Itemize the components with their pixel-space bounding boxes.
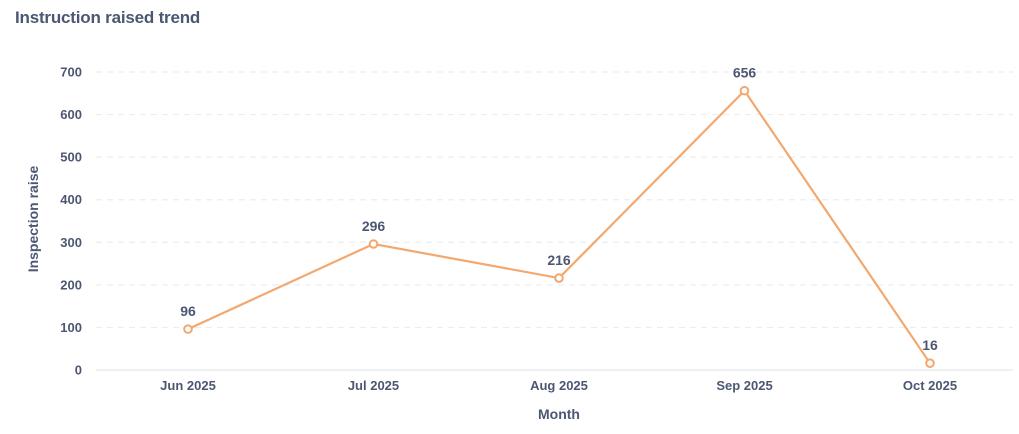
y-tick-label: 300 xyxy=(60,235,82,250)
y-tick-label: 400 xyxy=(60,192,82,207)
chart-title: Instruction raised trend xyxy=(15,8,201,27)
y-axis-title: Inspection raise xyxy=(25,165,41,272)
y-tick-label: 100 xyxy=(60,320,82,335)
data-point[interactable] xyxy=(183,324,193,334)
data-labels: 96 296 216 656 16 xyxy=(180,65,938,353)
data-point[interactable] xyxy=(368,239,379,249)
y-tick-label: 500 xyxy=(60,150,82,165)
x-tick-label: Jun 2025 xyxy=(160,378,216,393)
data-label: 96 xyxy=(180,303,196,319)
data-point[interactable] xyxy=(739,85,750,96)
data-label: 296 xyxy=(362,218,386,234)
y-tick-label: 600 xyxy=(60,107,82,122)
x-tick-label: Oct 2025 xyxy=(903,378,957,393)
y-tick-label: 0 xyxy=(75,363,82,378)
y-tick-label: 200 xyxy=(60,277,82,292)
data-label: 216 xyxy=(547,252,571,268)
x-axis-title: Month xyxy=(538,406,580,422)
data-point[interactable] xyxy=(925,358,935,368)
series xyxy=(183,85,935,368)
x-tick-label: Jul 2025 xyxy=(348,378,399,393)
x-tick-label: Aug 2025 xyxy=(530,378,588,393)
x-tick-label: Sep 2025 xyxy=(716,378,772,393)
series-line xyxy=(186,89,932,365)
axes: 0 100 200 300 400 500 600 700 Jun 2025 Jul 2025 Au… xyxy=(25,65,1013,422)
data-label: 16 xyxy=(922,337,938,353)
data-point[interactable] xyxy=(554,273,564,283)
gridlines xyxy=(96,71,1013,329)
y-tick-label: 700 xyxy=(60,65,82,80)
data-label: 656 xyxy=(733,65,757,81)
